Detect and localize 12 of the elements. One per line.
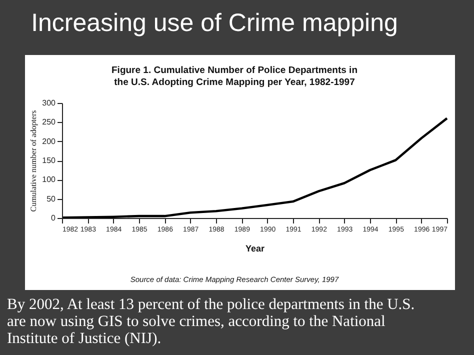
- y-axis-title: Cumulative number of adopters: [29, 110, 38, 212]
- chart-subtitle: Figure 1. Cumulative Number of Police Departments in the U.S. Adopting Crime Mapping per Year, 1982-1997: [112, 65, 358, 88]
- text: By 2002, At least 13 percent of the police departments in the U.S. are now using GIS to solve crimes, according to the National Institute of Justice (NIJ).: [7, 296, 415, 347]
- y-tick-label: 300: [42, 98, 56, 108]
- y-tick-label: 0: [51, 214, 56, 222]
- y-tick-label: 200: [42, 136, 56, 146]
- chart-title: Increasing use of Crime mapping: [31, 9, 398, 37]
- y-tick-label: 250: [42, 118, 56, 127]
- y-tick-label: 50: [46, 194, 56, 204]
- y-tick-label: 150: [42, 156, 56, 165]
- x-axis-title: Year: [245, 244, 265, 254]
- y-tick-label: 100: [42, 175, 56, 184]
